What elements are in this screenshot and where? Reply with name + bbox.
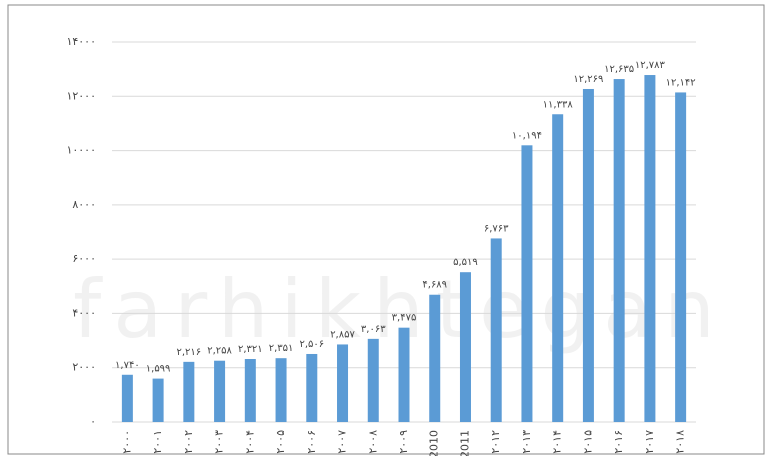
value-label: ۲,۵۰۶ — [299, 339, 324, 350]
bar — [214, 360, 226, 422]
x-tick-label: ۲۰۱۶ — [612, 430, 625, 454]
x-tick-label: ۲۰۰۹ — [397, 430, 410, 454]
value-label: ۲,۲۱۶ — [177, 347, 202, 358]
bar — [275, 358, 287, 422]
bar — [459, 272, 471, 422]
bar — [121, 374, 133, 422]
x-tick-label: ۲۰۰۸ — [366, 430, 379, 454]
x-tick-label: ۲۰۰۲ — [182, 430, 195, 454]
y-tick-label: ۱۴۰۰۰ — [66, 35, 96, 48]
bar — [398, 327, 410, 422]
y-tick-label: ۰ — [90, 415, 96, 428]
bar — [490, 238, 502, 422]
bar — [244, 359, 256, 422]
chart-frame — [7, 4, 765, 455]
x-tick-label: ۲۰۰۴ — [243, 430, 256, 454]
value-label: ۲,۲۵۸ — [207, 346, 232, 357]
value-label: ۱,۷۴۰ — [115, 360, 140, 371]
value-label: ۲,۳۵۱ — [269, 343, 294, 354]
value-label: ۱۰,۱۹۴ — [512, 130, 542, 141]
bar — [367, 338, 379, 422]
bar — [152, 378, 164, 422]
x-tick-label: ۲۰۱۵ — [581, 430, 594, 454]
x-tick-label: ۲۰۰۱ — [151, 430, 164, 454]
bar — [613, 79, 625, 423]
value-label: ۳,۴۷۵ — [392, 313, 417, 324]
x-tick-label: ۲۰۰۶ — [305, 430, 318, 454]
x-tick-label: ۲۰۰۷ — [336, 430, 349, 454]
y-tick-label: ۶۰۰۰ — [72, 252, 96, 265]
bar — [644, 75, 656, 422]
x-tick-label: ۲۰۰۵ — [274, 430, 287, 454]
y-tick-label: ۱۰۰۰۰ — [66, 144, 96, 157]
x-tick-label: ۲۰۱۴ — [551, 430, 564, 454]
watermark: farhikhtegan — [73, 263, 727, 356]
x-tick-label: ۲۰۰۳ — [213, 430, 226, 454]
bar — [306, 353, 318, 422]
bar — [337, 344, 349, 422]
value-label: ۵,۵۱۹ — [453, 257, 478, 268]
x-tick-label: ۲۰۰۰ — [120, 430, 133, 454]
value-label: ۱۲,۲۶۹ — [573, 74, 603, 85]
bar — [429, 294, 441, 422]
y-tick-label: ۱۲۰۰۰ — [66, 89, 96, 102]
x-tick-label: ۲۰۱۷ — [643, 430, 656, 454]
value-label: ۲,۸۵۷ — [330, 329, 355, 340]
x-tick-label: ۲۰۱۳ — [520, 430, 533, 454]
value-label: ۴,۶۸۹ — [422, 280, 447, 291]
bar — [552, 114, 564, 423]
bar — [183, 361, 195, 422]
value-label: ۱,۵۹۹ — [146, 364, 171, 375]
value-label: ۱۲,۱۴۲ — [666, 77, 696, 88]
value-label: ۶,۷۶۳ — [484, 223, 509, 234]
value-label: ۳,۰۶۳ — [361, 324, 386, 335]
y-tick-label: ۸۰۰۰ — [72, 198, 96, 211]
y-tick-label: ۲۰۰۰ — [72, 361, 96, 374]
value-label: ۱۱,۳۳۸ — [543, 99, 574, 110]
value-label: ۱۲,۶۳۵ — [604, 64, 634, 75]
value-label: ۲,۳۲۱ — [238, 344, 263, 355]
x-tick-label: 2011 — [458, 430, 471, 456]
x-tick-label: ۲۰۱۸ — [674, 430, 687, 454]
y-tick-label: ۴۰۰۰ — [72, 306, 96, 319]
value-label: ۱۲,۷۸۳ — [635, 60, 666, 71]
bar — [675, 92, 687, 422]
bar — [582, 88, 594, 422]
bar — [521, 145, 533, 422]
x-tick-label: ۲۰۱۲ — [489, 430, 502, 454]
x-tick-label: 2010 — [428, 430, 441, 456]
